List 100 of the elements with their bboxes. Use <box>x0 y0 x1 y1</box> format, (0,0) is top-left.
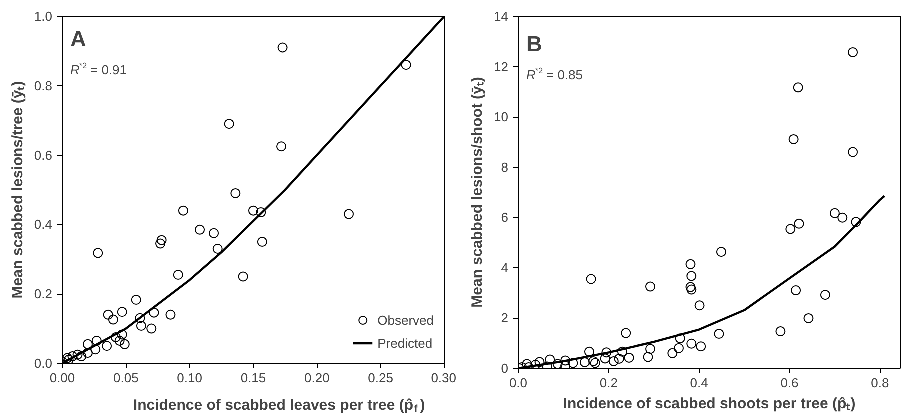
point <box>686 282 696 292</box>
point <box>621 328 632 338</box>
x-tick-label: 0.15 <box>240 370 266 386</box>
point <box>696 342 706 352</box>
point <box>135 313 146 324</box>
point <box>694 300 705 311</box>
point <box>804 313 814 324</box>
point <box>117 307 128 318</box>
point <box>838 212 848 223</box>
point <box>178 206 188 216</box>
point <box>560 356 571 366</box>
x-tick-label: 0.8 <box>871 376 890 390</box>
point <box>686 259 696 270</box>
y-tick-label: 6 <box>501 210 509 226</box>
point <box>248 206 258 216</box>
point <box>568 358 578 368</box>
point <box>580 357 590 368</box>
annotation: B <box>526 32 542 56</box>
x-tick-label: 0.6 <box>780 376 799 390</box>
point <box>110 332 121 342</box>
point <box>534 357 545 368</box>
point <box>114 336 125 346</box>
point <box>584 346 594 357</box>
y-tick-label: 14 <box>494 9 509 24</box>
point <box>276 142 287 152</box>
y-tick-label: 0.6 <box>34 148 53 163</box>
point <box>278 42 288 53</box>
point <box>224 119 234 130</box>
x-tick-label: 0.10 <box>177 370 202 386</box>
point <box>545 354 556 365</box>
point <box>586 274 596 284</box>
y-tick-label: 1.0 <box>34 9 53 24</box>
point <box>92 336 102 346</box>
x-tick-label: 0.25 <box>368 370 394 386</box>
y-tick-label: 0.8 <box>34 78 53 94</box>
point <box>830 208 840 218</box>
point <box>156 238 166 249</box>
point <box>166 310 176 320</box>
point <box>238 272 248 282</box>
point <box>643 352 654 362</box>
point <box>600 354 610 364</box>
point <box>136 321 146 332</box>
point <box>624 352 634 363</box>
point <box>131 295 142 305</box>
point <box>103 310 114 320</box>
point <box>149 308 160 318</box>
y-axis-title: Mean scabbed lesions/shoot (ȳₜ) <box>469 77 486 308</box>
point <box>146 324 157 334</box>
x-tick-label: 0.20 <box>304 370 330 386</box>
point <box>674 343 684 354</box>
point <box>82 348 93 358</box>
point <box>602 348 612 358</box>
point <box>608 356 619 366</box>
point <box>791 286 802 296</box>
point <box>794 218 804 229</box>
y-tick-label: 0 <box>501 361 509 376</box>
point <box>614 354 624 364</box>
point <box>72 350 83 360</box>
point <box>401 60 412 70</box>
point <box>93 248 104 258</box>
point <box>108 314 118 325</box>
point <box>195 224 206 235</box>
point <box>788 134 799 144</box>
legend-label: Observed <box>378 312 434 328</box>
point <box>848 147 858 158</box>
x-tick-label: 0.05 <box>114 370 139 386</box>
point <box>646 282 656 292</box>
point <box>102 341 112 352</box>
point <box>156 235 167 246</box>
y-tick-label: 12 <box>494 59 509 74</box>
point <box>776 326 786 337</box>
y-tick-label: 4 <box>501 260 509 276</box>
x-tick-label: 0.00 <box>50 370 76 386</box>
point <box>851 217 862 228</box>
y-tick-label: 2 <box>501 310 509 326</box>
point <box>82 339 93 350</box>
y-tick-label: 0.4 <box>34 217 53 232</box>
point <box>209 228 220 238</box>
point <box>344 209 354 220</box>
x-tick-label: 0.30 <box>431 370 457 386</box>
point <box>786 224 796 234</box>
point <box>668 348 678 358</box>
point <box>212 244 223 254</box>
y-axis-title: Mean scabbed lesions/tree (ȳₜ) <box>9 81 26 299</box>
point <box>686 284 697 295</box>
point <box>617 346 628 357</box>
point <box>256 208 266 218</box>
point <box>173 270 184 280</box>
point <box>820 290 830 300</box>
x-axis-title: Incidence of scabbed shoots per tree (p̂ₜ) <box>563 396 856 412</box>
point <box>68 352 78 362</box>
point <box>675 334 686 344</box>
point <box>716 247 726 258</box>
x-tick-label: 0.4 <box>690 376 708 390</box>
point <box>117 330 128 340</box>
legend-label: Predicted <box>378 336 433 350</box>
point <box>714 329 724 340</box>
annotation: A <box>70 26 86 52</box>
y-tick-label: 0.2 <box>34 286 53 302</box>
point <box>76 352 87 362</box>
